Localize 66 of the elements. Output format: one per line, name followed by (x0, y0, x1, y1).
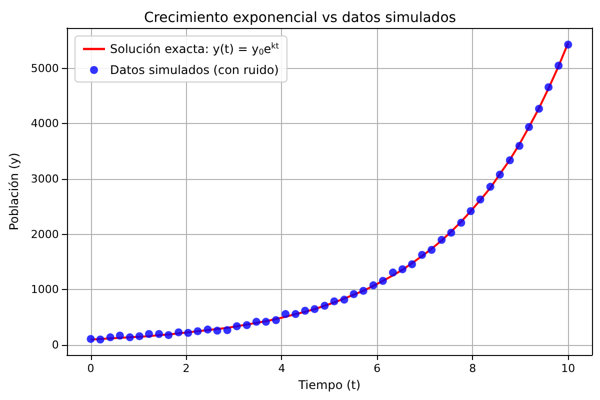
point (369, 281, 378, 290)
point (447, 228, 456, 237)
point (350, 290, 358, 298)
x-tick-label: 4 (278, 362, 286, 375)
point (174, 328, 183, 336)
point (96, 336, 104, 344)
point (223, 326, 232, 334)
point (106, 333, 114, 342)
point (292, 310, 300, 318)
point (535, 104, 544, 113)
point (204, 326, 212, 334)
x-tick-label: 10 (561, 362, 576, 375)
point (232, 322, 241, 330)
x-tick-label: 0 (87, 362, 94, 375)
point (252, 318, 260, 326)
point (506, 156, 514, 164)
point (408, 260, 416, 268)
point (428, 246, 436, 254)
y-axis-title: Población (y) (7, 152, 21, 230)
point (126, 333, 134, 342)
point (564, 40, 572, 49)
y-tick-label: 2000 (30, 228, 59, 241)
x-tick-label: 2 (182, 362, 190, 375)
point (486, 182, 494, 191)
point (320, 302, 329, 310)
point (476, 196, 484, 204)
point (388, 268, 397, 277)
point (194, 327, 202, 336)
point (418, 250, 426, 259)
point (242, 321, 251, 330)
y-tick-label: 1000 (30, 283, 59, 296)
point (272, 316, 280, 324)
point (330, 297, 338, 306)
point (496, 170, 504, 179)
point (378, 276, 387, 285)
point (398, 265, 406, 274)
point (155, 330, 164, 338)
point (466, 207, 475, 216)
point (86, 334, 95, 343)
point (524, 123, 533, 132)
chart-title: Crecimiento exponencial vs datos simulados (144, 10, 456, 26)
x-tick-label: 6 (374, 362, 381, 375)
point (544, 83, 553, 92)
point (301, 306, 310, 315)
point (262, 318, 270, 326)
point (359, 286, 368, 295)
y-tick-label: 5000 (30, 62, 59, 75)
x-axis-title: Tiempo (t) (297, 378, 361, 392)
y-tick-label: 3000 (30, 172, 59, 186)
point (145, 330, 153, 338)
point (282, 310, 290, 318)
point (116, 332, 124, 340)
x-tick-label: 8 (469, 362, 476, 375)
point (515, 142, 524, 150)
point (457, 218, 466, 227)
point (554, 62, 563, 70)
legend-label: Datos simulados (con ruido) (110, 63, 279, 77)
point (213, 326, 222, 335)
point (340, 296, 348, 304)
point (184, 328, 192, 337)
point (310, 305, 319, 314)
y-tick-label: 4000 (30, 117, 59, 130)
point (438, 236, 446, 244)
point (135, 332, 144, 340)
y-tick-label: 0 (52, 338, 59, 352)
point (164, 331, 173, 340)
